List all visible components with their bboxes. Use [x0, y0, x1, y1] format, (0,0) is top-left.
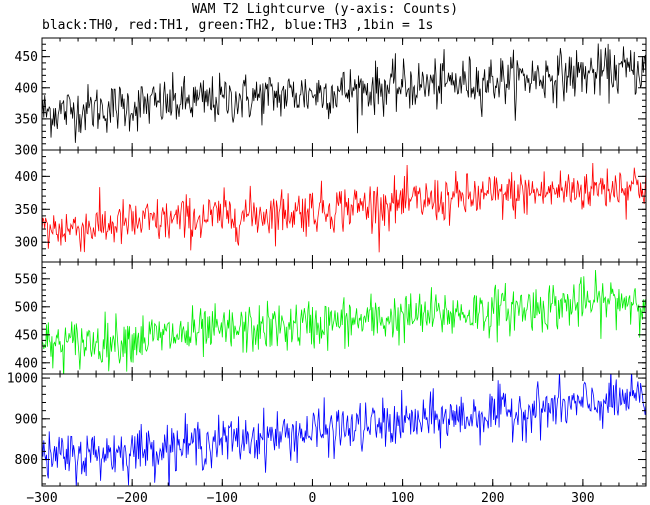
panel-th2: 400 450 500 550 [15, 261, 647, 375]
x-axis: −300 −200 −100 0 100 200 300 [26, 491, 594, 505]
panel-frame [41, 37, 647, 151]
y-tick-label: 450 [15, 50, 38, 65]
x-tick-label: 0 [309, 491, 317, 505]
y-tick-label: 350 [15, 112, 38, 127]
y-tick-label: 550 [15, 272, 38, 287]
x-tick-label: 300 [571, 491, 594, 505]
y-tick-label: 350 [15, 203, 38, 218]
x-tick-label: −300 [26, 491, 57, 505]
series-line-th3 [42, 374, 646, 486]
y-tick-label: 400 [15, 356, 38, 371]
chart-title: WAM T2 Lightcurve (y-axis: Counts) [192, 2, 458, 17]
y-tick-label: 400 [15, 81, 38, 96]
y-tick-label: 800 [15, 453, 38, 468]
y-tick-label: 300 [15, 144, 38, 159]
panel-th1: 300 350 400 [15, 149, 647, 263]
chart-subtitle: black:TH0, red:TH1, green:TH2, blue:TH3 … [42, 18, 433, 33]
x-tick-label: 100 [391, 491, 414, 505]
x-tick-label: −200 [116, 491, 147, 505]
x-tick-label: −100 [207, 491, 238, 505]
panel-th0: 350 400 450 300 [15, 37, 647, 159]
series-line-th0 [42, 43, 646, 143]
y-tick-label: 450 [15, 328, 38, 343]
y-tick-label: 900 [15, 412, 38, 427]
panel-frame [41, 373, 647, 487]
y-tick-label: 500 [15, 300, 38, 315]
y-tick-label: 1000 [7, 372, 38, 387]
panel-th3: 800 900 1000 [7, 372, 647, 487]
y-tick-label: 300 [15, 236, 38, 251]
series-line-th1 [42, 163, 646, 253]
y-tick-label: 400 [15, 170, 38, 185]
x-tick-label: 200 [481, 491, 504, 505]
panels-group: 350 400 450 300 300 350 400 400 450 500 550 800 900 1… [7, 37, 647, 487]
series-line-th2 [42, 270, 646, 374]
